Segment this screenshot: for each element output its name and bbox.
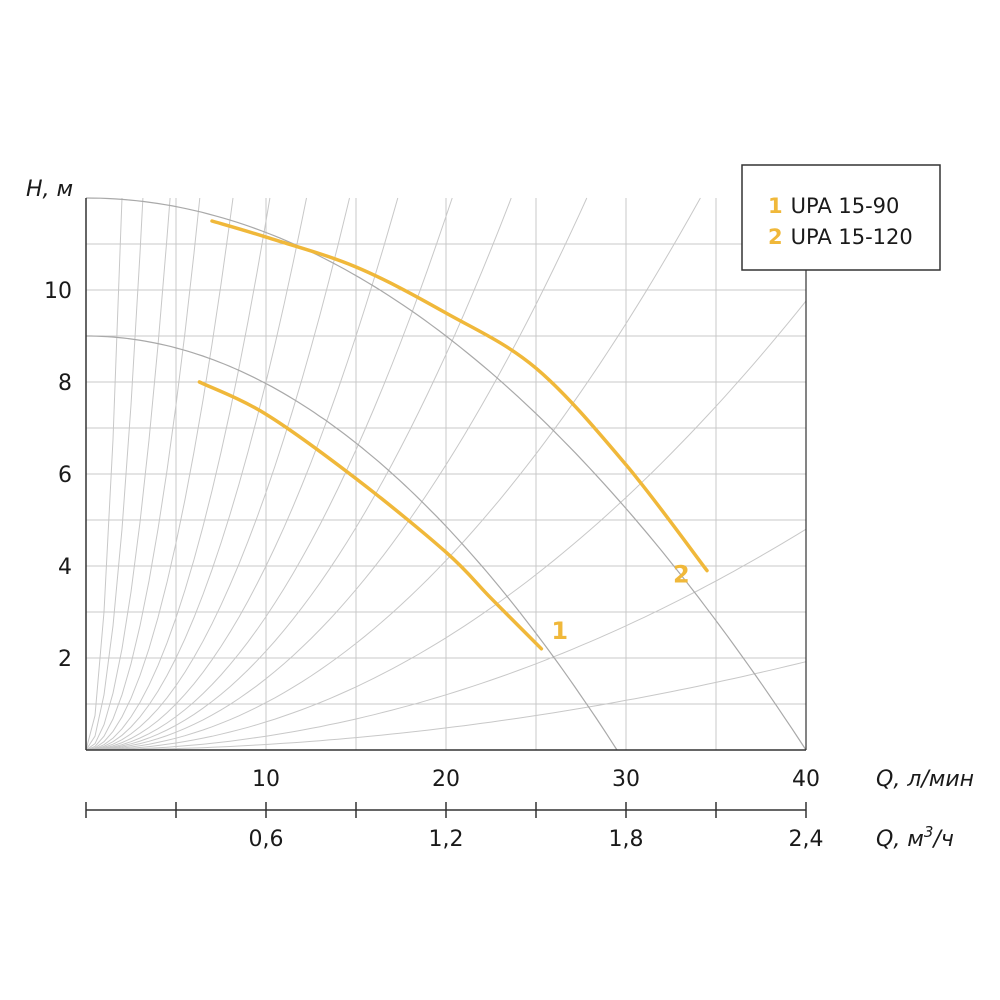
system-curve xyxy=(85,197,588,751)
legend-entry: 2 UPA 15-120 xyxy=(768,225,913,249)
x2-axis-title-suffix: /ч xyxy=(931,827,953,852)
performance-curves: 12 xyxy=(197,219,709,651)
system-curve xyxy=(85,197,307,751)
x2-tick-label: 1,8 xyxy=(609,827,644,852)
system-curve xyxy=(85,197,171,751)
legend-entry-number: 2 xyxy=(768,225,783,249)
x-axis-title: Q, л/мин xyxy=(876,767,974,792)
x2-tick-label: 1,2 xyxy=(429,827,464,852)
system-curve xyxy=(85,197,123,751)
curve-label-1: 1 xyxy=(551,617,568,645)
x-tick-label: 20 xyxy=(432,767,460,792)
curve-label-2: 2 xyxy=(673,561,690,589)
x-axis: Q, л/мин 10 20 30 40 xyxy=(252,767,974,792)
x2-axis-title-prefix: Q, м xyxy=(876,827,924,852)
max-performance-curve xyxy=(86,335,618,751)
system-curve xyxy=(85,300,807,751)
grid xyxy=(86,198,806,750)
x2-axis-title: Q, м3/ч xyxy=(876,823,954,852)
y-axis-title: H, м xyxy=(26,177,73,202)
y-tick-label: 6 xyxy=(58,463,72,488)
system-curve xyxy=(85,197,453,751)
y-axis: H, м 2 4 6 8 10 xyxy=(26,177,73,672)
x2-tick-label: 0,6 xyxy=(249,827,284,852)
system-curve xyxy=(86,528,807,751)
legend-box xyxy=(741,164,941,271)
max-curves xyxy=(85,197,807,751)
legend-entry-label: UPA 15-90 xyxy=(791,194,900,218)
x-tick-label: 30 xyxy=(612,767,640,792)
system-curve xyxy=(85,197,399,751)
y-tick-label: 10 xyxy=(44,279,72,304)
y-tick-label: 2 xyxy=(58,647,72,672)
legend-entry-number: 1 xyxy=(768,194,783,218)
legend: 1 UPA 15-90 2 UPA 15-120 xyxy=(741,164,941,271)
plot-frame xyxy=(85,198,807,751)
system-curve xyxy=(85,197,701,751)
x-tick-label: 10 xyxy=(252,767,280,792)
system-curve xyxy=(85,197,201,751)
y-tick-label: 4 xyxy=(58,555,72,580)
performance-curve-1 xyxy=(197,380,544,651)
system-curve xyxy=(85,197,350,751)
legend-entry: 1 UPA 15-90 xyxy=(768,194,899,218)
system-curve xyxy=(85,197,234,751)
performance-curve-2 xyxy=(210,219,709,573)
system-curves xyxy=(85,197,807,751)
x2-axis: Q, м3/ч 0,6 1,2 1,8 2,4 xyxy=(85,802,954,852)
y-tick-label: 8 xyxy=(58,371,72,396)
x-tick-label: 40 xyxy=(792,767,820,792)
system-curve xyxy=(85,197,512,751)
x2-axis-title-sup: 3 xyxy=(924,823,934,841)
max-performance-curve xyxy=(85,197,807,751)
legend-entry-label: UPA 15-120 xyxy=(791,225,913,249)
system-curve xyxy=(85,197,271,751)
system-curve xyxy=(85,197,144,751)
system-curve xyxy=(86,661,807,751)
x2-tick-label: 2,4 xyxy=(789,827,824,852)
